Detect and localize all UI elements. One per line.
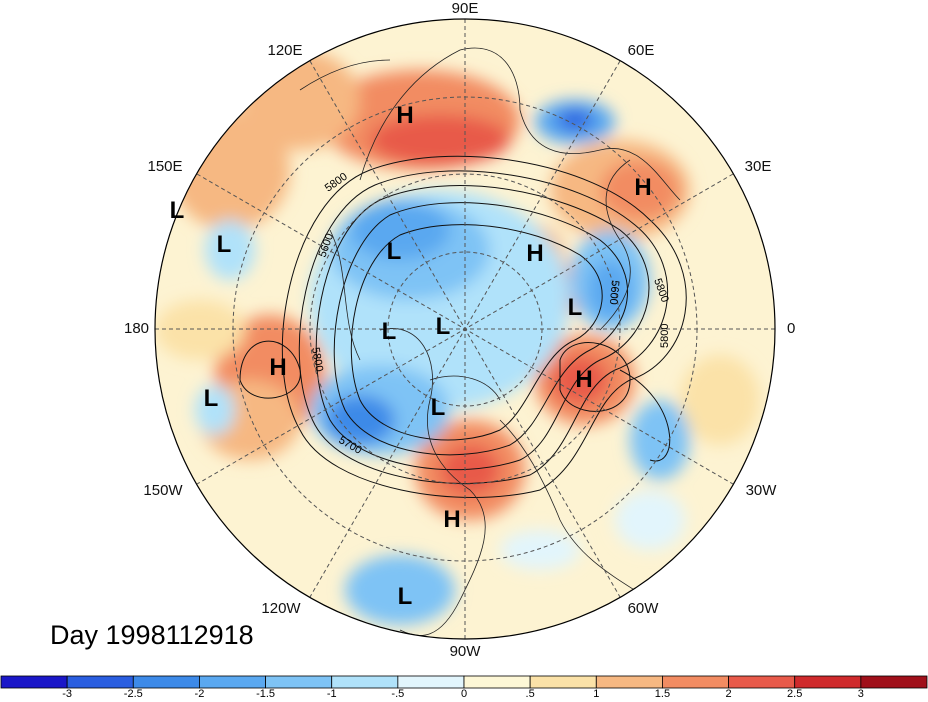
lon-label-0: 0 — [787, 320, 796, 337]
lon-label-30e: 30E — [744, 158, 772, 175]
colorbar-tick-label: 1.5 — [654, 688, 671, 700]
colorbar-tick-label: 2.5 — [787, 688, 803, 700]
colorbar-swatch — [662, 675, 729, 689]
colorbar-tick-label: 2 — [725, 688, 732, 700]
colorbar-tick-label: 3 — [857, 688, 864, 700]
pressure-center-low: L — [567, 294, 583, 321]
pressure-center-low: L — [386, 238, 402, 265]
pressure-center-high: H — [269, 354, 287, 381]
colorbar-swatch — [463, 675, 531, 689]
colorbar-swatch — [265, 675, 333, 689]
pressure-center-low: L — [169, 197, 185, 224]
lon-label-150e: 150E — [147, 158, 183, 175]
colorbar-tick-label: -1 — [326, 688, 337, 700]
lon-label-90w: 90W — [449, 643, 481, 660]
colorbar-tick-label: -1.5 — [256, 688, 276, 700]
colorbar-swatch — [860, 675, 928, 689]
colorbar-swatch — [794, 675, 862, 689]
colorbar-swatch — [529, 675, 597, 689]
colorbar-swatch — [728, 675, 796, 689]
colorbar-tick-label: -3 — [62, 688, 73, 700]
contour-labels: 5800 5600 5800 5700 5600 5800 5800 — [309, 171, 671, 457]
colorbar-swatch — [0, 675, 68, 689]
colorbar-swatch — [199, 675, 266, 689]
contour-label: 5800 — [309, 346, 325, 372]
coastlines — [299, 47, 681, 636]
colorbar-tick-label: -.5 — [391, 688, 405, 700]
lon-label-120w: 120W — [261, 600, 301, 617]
lon-label-60e: 60E — [627, 42, 655, 59]
colorbar-tick-label: -2 — [194, 688, 205, 700]
pressure-center-high: H — [526, 240, 544, 267]
colorbar-swatch — [331, 675, 399, 689]
pressure-center-high: H — [634, 174, 652, 201]
lon-label-90e: 90E — [451, 0, 479, 17]
colorbar — [0, 675, 928, 689]
pressure-center-high: H — [443, 506, 461, 533]
colorbar-tick-label: .5 — [525, 688, 535, 700]
pressure-center-low: L — [381, 318, 397, 345]
colorbar-swatch — [397, 675, 465, 689]
map-boundary — [154, 18, 776, 640]
lon-label-150w: 150W — [143, 482, 183, 499]
pressure-center-high: H — [575, 366, 593, 393]
colorbar-tick-label: 0 — [460, 688, 468, 700]
day-title: Day 1998112918 — [50, 620, 254, 650]
lon-label-60w: 60W — [627, 600, 659, 617]
pressure-center-low: L — [216, 231, 232, 258]
anomaly-field — [155, 19, 775, 639]
lon-label-120e: 120E — [267, 42, 303, 59]
pressure-center-low: L — [397, 583, 413, 610]
contour-label: 5600 — [607, 280, 621, 305]
pressure-center-low: L — [203, 385, 219, 412]
colorbar-swatch — [132, 675, 200, 689]
graticule — [155, 19, 775, 639]
contour-label: 5800 — [659, 324, 671, 348]
lon-label-180: 180 — [124, 320, 150, 337]
colorbar-swatch — [595, 675, 663, 689]
pressure-center-low: L — [430, 394, 446, 421]
lon-label-30w: 30W — [745, 482, 777, 499]
colorbar-swatch — [66, 675, 134, 689]
pressure-center-low: L — [435, 313, 451, 340]
colorbar-tick-label: -2.5 — [123, 688, 143, 700]
height-contours — [239, 155, 687, 498]
pressure-center-high: H — [396, 102, 414, 129]
colorbar-tick-label: 1 — [593, 688, 600, 700]
